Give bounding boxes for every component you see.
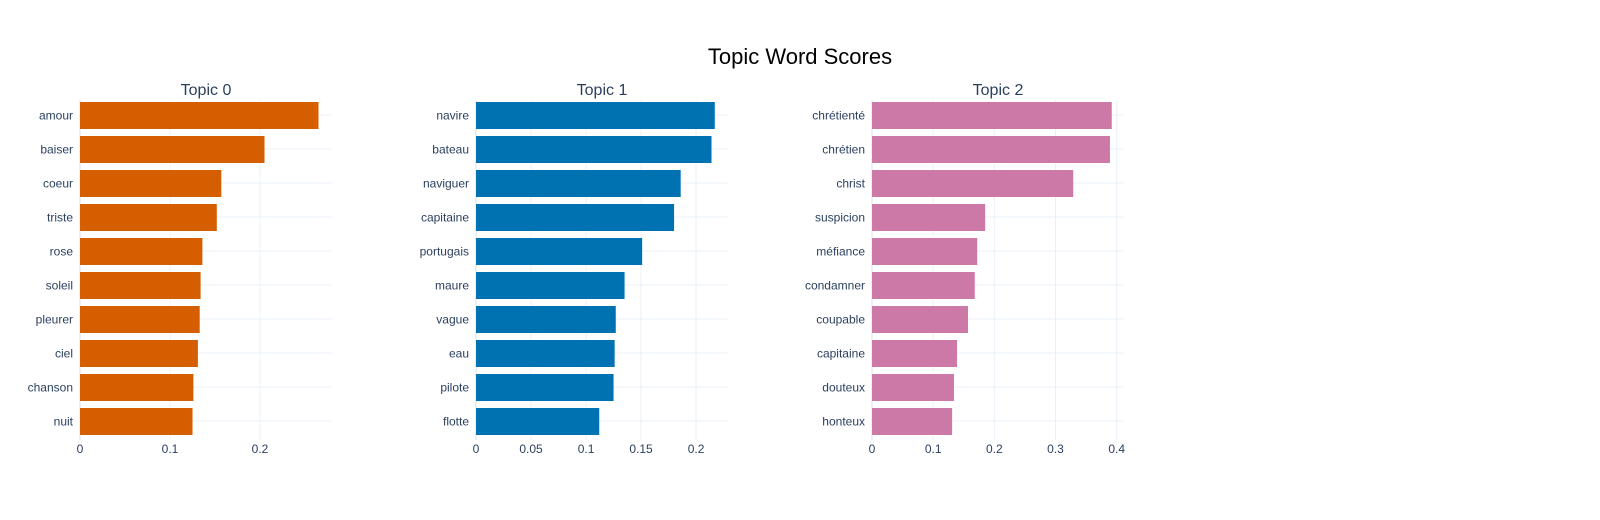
category-label: nuit — [54, 415, 74, 429]
panel-title: Topic 1 — [577, 82, 628, 99]
x-tick-label: 0 — [473, 442, 480, 456]
bar — [872, 374, 954, 401]
bar — [80, 374, 194, 401]
bar — [80, 306, 200, 333]
category-label: bateau — [432, 143, 469, 157]
bar — [872, 340, 958, 367]
category-label: soleil — [46, 279, 73, 293]
category-label: triste — [47, 211, 73, 225]
category-label: eau — [449, 347, 469, 361]
bar — [476, 340, 615, 367]
category-label: honteux — [822, 415, 865, 429]
category-label: pilote — [440, 381, 469, 395]
x-tick-label: 0.1 — [925, 442, 942, 456]
x-tick-label: 0.1 — [578, 442, 595, 456]
bar — [476, 204, 675, 231]
bar — [476, 238, 643, 265]
bar — [872, 238, 978, 265]
x-tick-label: 0.4 — [1108, 442, 1125, 456]
panel-topic-0: Topic 0 amour baiser coeur triste rose soleil p… — [28, 82, 332, 456]
bar — [872, 204, 986, 231]
category-label: naviguer — [423, 177, 469, 191]
bar — [872, 408, 953, 435]
bar — [476, 374, 614, 401]
bar — [476, 408, 600, 435]
category-label: flotte — [443, 415, 469, 429]
category-label: capitaine — [817, 347, 865, 361]
category-label: ciel — [55, 347, 73, 361]
bar — [872, 136, 1110, 163]
category-label: christ — [836, 177, 865, 191]
chart-title: Topic Word Scores — [708, 44, 892, 69]
bar — [80, 238, 203, 265]
category-label: maure — [435, 279, 469, 293]
category-label: chrétienté — [812, 109, 865, 123]
x-tick-label: 0.15 — [629, 442, 653, 456]
chart-panels: Topic 0 amour baiser coeur triste rose soleil p… — [28, 82, 1126, 456]
category-label: amour — [39, 109, 73, 123]
x-tick-label: 0 — [869, 442, 876, 456]
panel-topic-2: Topic 2 chrétienté chrétien christ suspicion… — [805, 82, 1125, 456]
bar — [80, 102, 319, 129]
bar — [80, 170, 222, 197]
bar — [872, 306, 969, 333]
panel-title: Topic 0 — [181, 82, 232, 99]
bar — [476, 102, 715, 129]
bar — [80, 204, 217, 231]
bar — [872, 272, 975, 299]
x-tick-label: 0 — [77, 442, 84, 456]
bar — [872, 170, 1074, 197]
bar — [872, 102, 1112, 129]
category-label: capitaine — [421, 211, 469, 225]
x-tick-label: 0.2 — [688, 442, 705, 456]
bar — [476, 306, 616, 333]
bar — [476, 136, 712, 163]
category-label: rose — [50, 245, 74, 259]
category-label: navire — [436, 109, 469, 123]
x-tick-label: 0.2 — [986, 442, 1003, 456]
category-label: méfiance — [816, 245, 865, 259]
bar — [476, 272, 625, 299]
x-tick-label: 0.2 — [252, 442, 269, 456]
panel-title: Topic 2 — [973, 82, 1024, 99]
category-label: coupable — [816, 313, 865, 327]
category-label: pleurer — [36, 313, 73, 327]
category-label: portugais — [420, 245, 469, 259]
bar — [80, 408, 193, 435]
category-label: vague — [436, 313, 469, 327]
category-label: douteux — [822, 381, 865, 395]
x-tick-label: 0.3 — [1047, 442, 1064, 456]
category-label: chanson — [28, 381, 73, 395]
x-tick-label: 0.05 — [519, 442, 543, 456]
bar — [80, 136, 265, 163]
bar — [80, 340, 198, 367]
category-label: condamner — [805, 279, 865, 293]
bar — [80, 272, 201, 299]
x-tick-label: 0.1 — [162, 442, 179, 456]
category-label: chrétien — [822, 143, 865, 157]
bar — [476, 170, 681, 197]
panel-topic-1: Topic 1 navire bateau naviguer capitaine port… — [420, 82, 728, 456]
category-label: suspicion — [815, 211, 865, 225]
category-label: coeur — [43, 177, 73, 191]
category-label: baiser — [40, 143, 73, 157]
